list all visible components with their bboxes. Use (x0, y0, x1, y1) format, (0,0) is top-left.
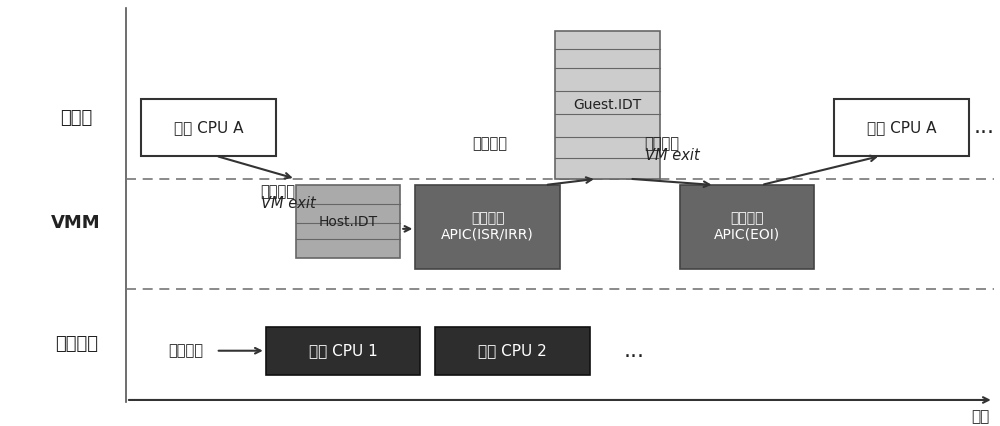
Text: 中断注入: 中断注入 (473, 136, 508, 151)
FancyBboxPatch shape (555, 31, 660, 179)
Text: 虚拟机: 虚拟机 (60, 109, 92, 127)
FancyBboxPatch shape (435, 327, 590, 375)
Text: 中断完成: 中断完成 (645, 136, 680, 151)
Text: 虚拟 CPU A: 虚拟 CPU A (867, 120, 936, 135)
Text: VM exit: VM exit (261, 196, 315, 211)
Text: 物理设备: 物理设备 (55, 335, 98, 353)
Text: 虚拟本地
APIC(EOI): 虚拟本地 APIC(EOI) (714, 212, 780, 242)
Text: 虚拟 CPU A: 虚拟 CPU A (174, 120, 243, 135)
FancyBboxPatch shape (834, 99, 969, 156)
Text: 虚拟本地
APIC(ISR/IRR): 虚拟本地 APIC(ISR/IRR) (441, 212, 534, 242)
Text: 外部中断: 外部中断 (261, 184, 296, 199)
FancyBboxPatch shape (680, 185, 814, 268)
Text: Host.IDT: Host.IDT (318, 215, 377, 228)
Text: 物理 CPU 1: 物理 CPU 1 (309, 343, 377, 358)
Text: Guest.IDT: Guest.IDT (573, 98, 641, 112)
Text: ...: ... (624, 341, 645, 361)
Text: 物理中断: 物理中断 (168, 343, 203, 358)
Text: VMM: VMM (51, 213, 101, 232)
Text: VM exit: VM exit (645, 148, 699, 163)
FancyBboxPatch shape (266, 327, 420, 375)
FancyBboxPatch shape (296, 185, 400, 258)
Text: ...: ... (973, 117, 994, 137)
Text: 物理 CPU 2: 物理 CPU 2 (478, 343, 547, 358)
Text: 时间: 时间 (972, 409, 990, 424)
FancyBboxPatch shape (141, 99, 276, 156)
FancyBboxPatch shape (415, 185, 560, 268)
